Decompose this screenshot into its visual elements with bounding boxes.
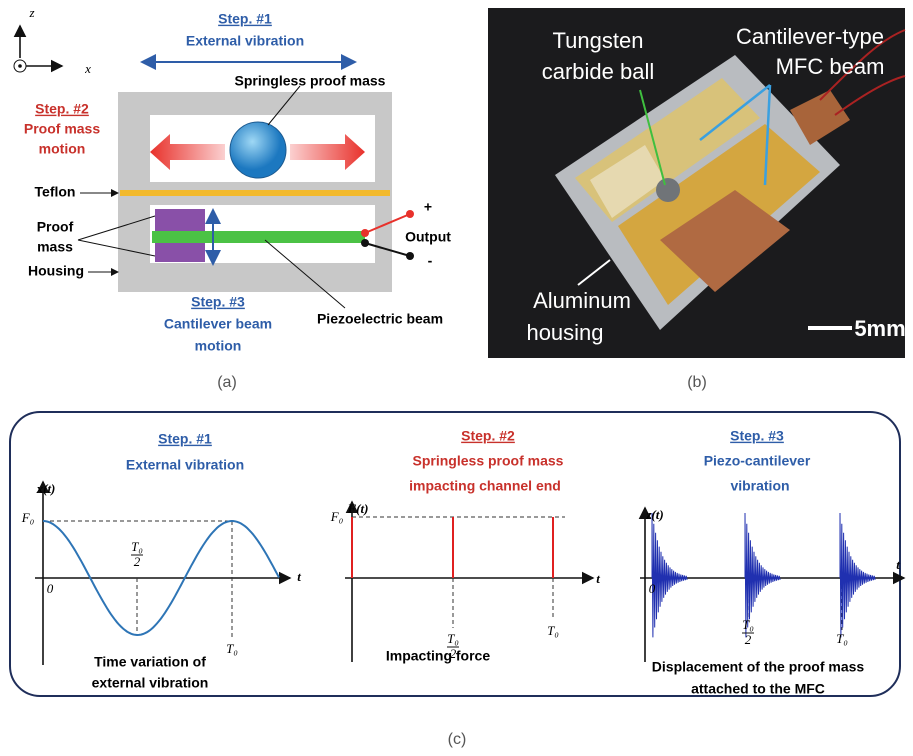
step-label: Step. #1 — [218, 11, 272, 27]
caption: (b) — [687, 374, 707, 391]
step-label: Step. #2 — [461, 428, 515, 444]
step-text: Cantilever beam — [164, 316, 272, 332]
figure: z x Step. #1 External vibration Springle… — [0, 0, 913, 756]
beam-through — [155, 231, 205, 243]
housing-label: housing — [526, 320, 603, 345]
half-num: T₀ — [131, 539, 143, 554]
proof-mass-text: Proof — [37, 219, 74, 235]
f0: F₀ — [21, 510, 34, 525]
t0: T₀ — [547, 623, 559, 638]
proof-mass-label: Springless proof mass — [235, 73, 386, 89]
half-num: T₀ — [742, 617, 754, 632]
axis-z: z — [28, 5, 34, 20]
caption-line: external vibration — [92, 675, 209, 691]
y-label: z(t) — [645, 507, 663, 522]
y-label: F(t) — [347, 501, 369, 516]
impulses — [352, 517, 553, 578]
node — [406, 210, 414, 218]
ball — [656, 178, 680, 202]
caption-line: Displacement of the proof mass — [652, 659, 865, 675]
panel-b: Tungsten carbide ball Cantilever-type MF… — [488, 8, 906, 391]
ball-label: carbide ball — [542, 59, 655, 84]
f0: F₀ — [330, 509, 343, 524]
ball-label: Tungsten — [553, 28, 644, 53]
damped-oscillation — [652, 513, 875, 637]
node — [406, 252, 414, 260]
step-text: Springless proof mass — [413, 453, 564, 469]
minus: - — [428, 253, 433, 269]
step-text: impacting channel end — [409, 478, 561, 494]
origin: 0 — [47, 581, 54, 596]
caption: (c) — [448, 731, 467, 748]
step-text: motion — [39, 141, 86, 157]
step-text: motion — [195, 338, 242, 354]
step-text: Proof mass — [24, 121, 100, 137]
node — [361, 239, 369, 247]
step-label: Step. #3 — [730, 428, 784, 444]
step-label: Step. #1 — [158, 431, 212, 447]
half-num: T₀ — [447, 631, 459, 646]
half-den: 2 — [745, 632, 752, 647]
caption: (a) — [217, 374, 237, 391]
output: Output — [405, 229, 451, 245]
x-label: t — [297, 569, 301, 584]
teflon — [120, 190, 390, 196]
plus: + — [424, 199, 432, 215]
step-label: Step. #3 — [191, 294, 245, 310]
caption-line: Time variation of — [94, 654, 206, 670]
x-label: t — [896, 557, 900, 572]
caption-line: attached to the MFC — [691, 681, 825, 697]
beam-label: Cantilever-type — [736, 24, 884, 49]
beam-label: MFC beam — [776, 54, 885, 79]
axis-x: x — [84, 61, 91, 76]
step-label: Step. #2 — [35, 101, 89, 117]
proof-mass-ball — [230, 122, 286, 178]
piezo-label: Piezoelectric beam — [317, 311, 443, 327]
origin: 0 — [649, 581, 656, 596]
t0: T₀ — [836, 631, 848, 646]
step-text: Piezo-cantilever — [704, 453, 811, 469]
y-label: x(t) — [36, 481, 56, 496]
teflon-label: Teflon — [35, 184, 76, 200]
scale-label: 5mm — [854, 316, 905, 341]
y-axis-dot — [18, 64, 22, 68]
x-label: t — [596, 571, 600, 586]
panel-c: Step. #1 External vibration x(t) F₀ 0 T₀… — [10, 412, 904, 748]
housing-label: Aluminum — [533, 288, 631, 313]
step-text: External vibration — [126, 457, 244, 473]
caption-line: Impacting force — [386, 648, 490, 664]
t0: T₀ — [226, 641, 238, 656]
step-text: vibration — [730, 478, 789, 494]
panel-a: z x Step. #1 External vibration Springle… — [14, 5, 451, 391]
half-den: 2 — [134, 554, 141, 569]
node — [361, 229, 369, 237]
housing-label: Housing — [28, 263, 84, 279]
proof-mass-text: mass — [37, 239, 73, 255]
step-text: External vibration — [186, 33, 304, 49]
